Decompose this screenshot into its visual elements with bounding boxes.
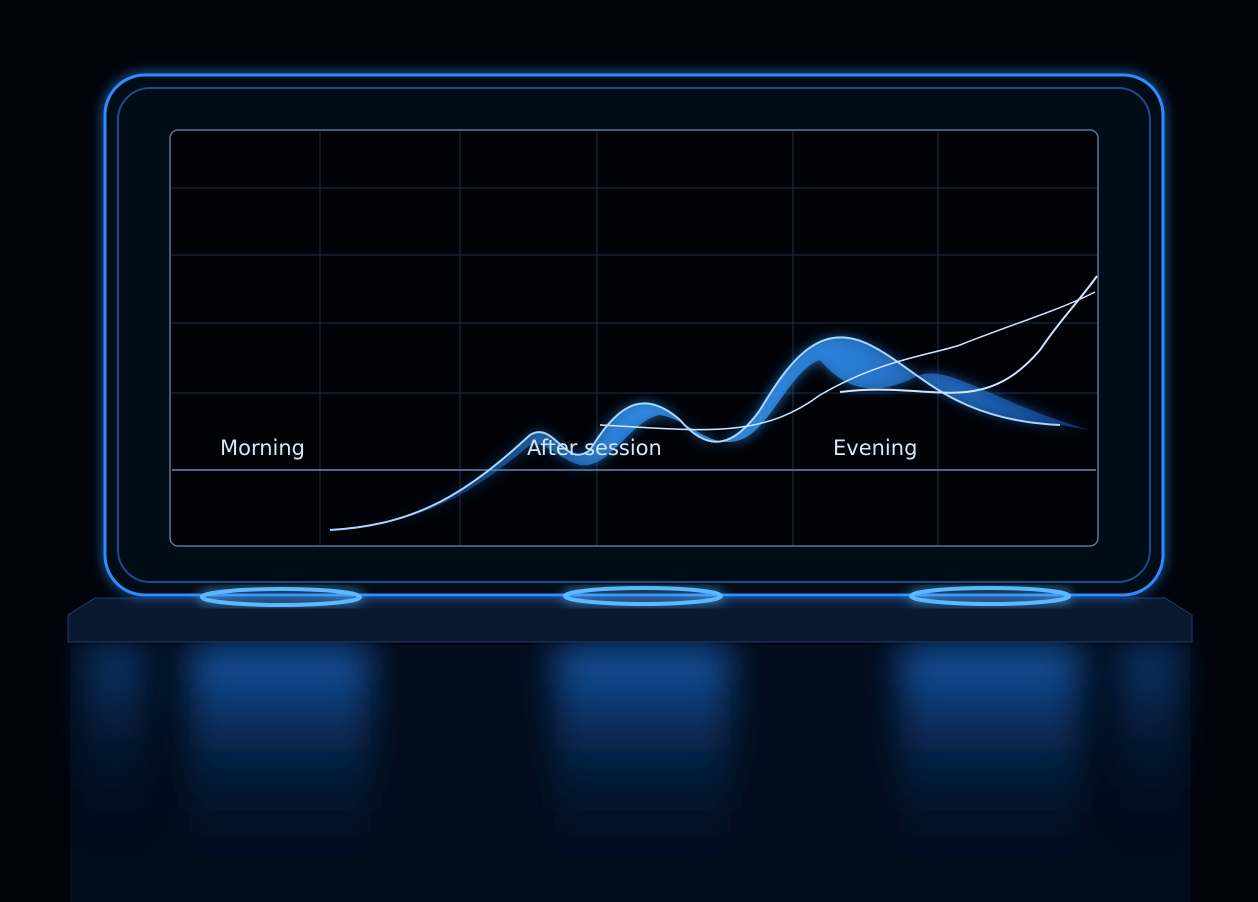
- label-evening: Evening: [833, 436, 917, 460]
- rings: [200, 586, 1071, 607]
- base: [67, 597, 1193, 643]
- label-after-session: After session: [527, 436, 662, 460]
- wave: [329, 275, 1098, 531]
- frame-inner: [117, 87, 1151, 583]
- label-morning: Morning: [220, 436, 305, 460]
- panel: [169, 129, 1099, 547]
- reflections: [70, 645, 1190, 902]
